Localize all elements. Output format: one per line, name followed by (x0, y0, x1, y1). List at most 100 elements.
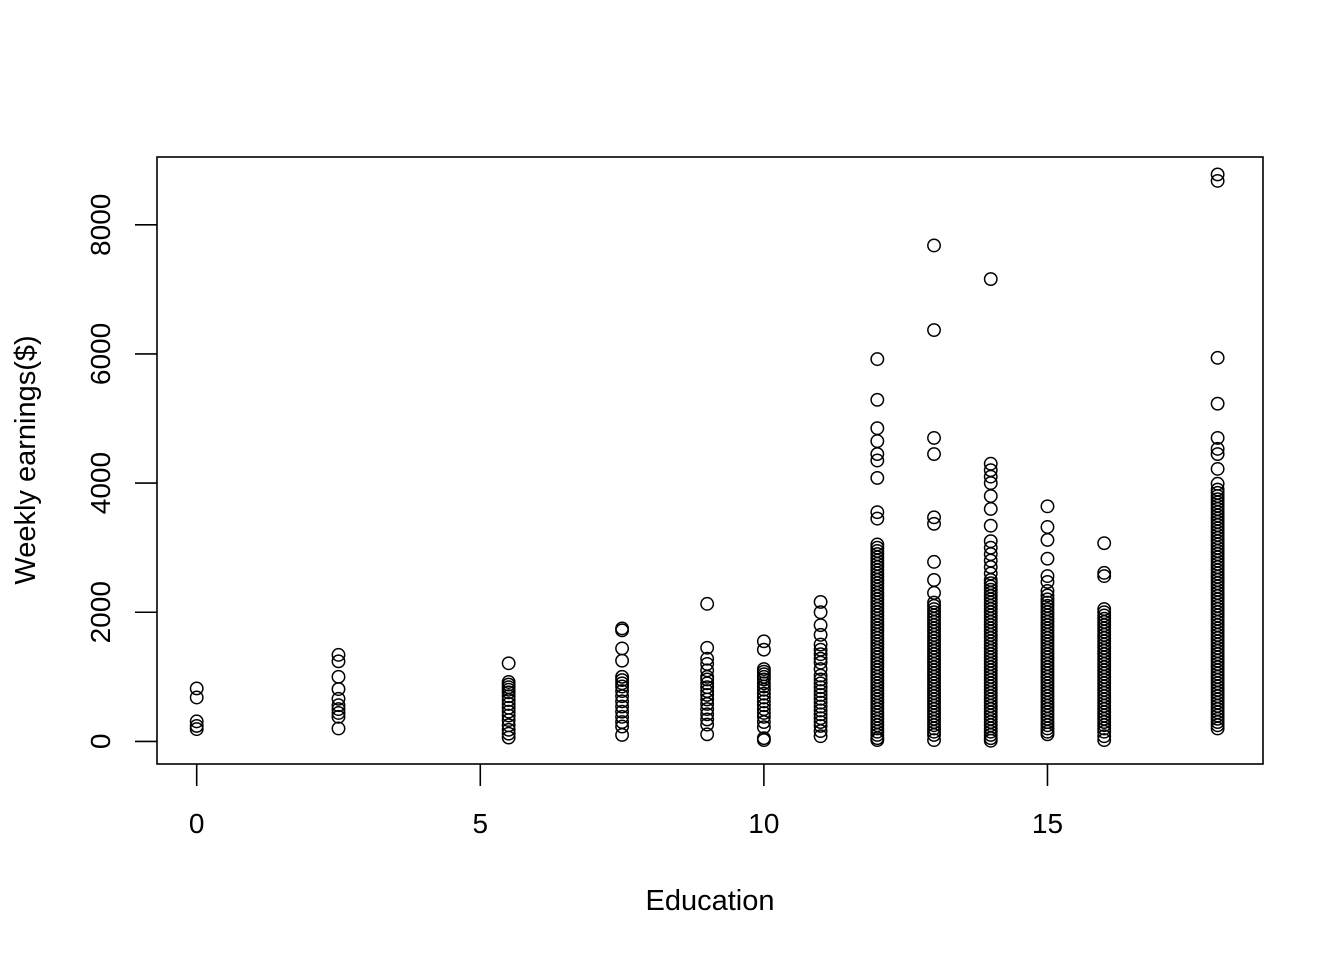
data-point (501, 722, 516, 737)
data-point (501, 704, 516, 719)
data-point (927, 718, 941, 733)
data-point (615, 719, 630, 734)
data-point (615, 699, 630, 714)
data-point (1097, 724, 1112, 739)
y-tick-label: 0 (85, 734, 116, 750)
y-tick-label: 8000 (85, 194, 116, 256)
y-tick-label: 4000 (85, 452, 116, 514)
data-point (331, 647, 346, 662)
data-point (756, 634, 771, 649)
data-point (501, 708, 516, 723)
data-point (700, 702, 715, 717)
data-point (700, 640, 715, 655)
data-point (927, 573, 941, 587)
data-point (501, 689, 516, 704)
data-point (615, 653, 630, 668)
data-point (189, 722, 204, 737)
data-point (700, 717, 715, 732)
data-point (700, 707, 715, 722)
data-point (756, 733, 771, 748)
data-point (756, 672, 771, 687)
data-point (1040, 551, 1055, 566)
data-point (813, 724, 828, 739)
data-point (870, 721, 885, 736)
data-point (700, 596, 715, 611)
data-point (1210, 173, 1225, 188)
data-point (927, 554, 941, 569)
data-point (1097, 565, 1112, 580)
data-point (756, 686, 771, 701)
data-point (189, 714, 204, 729)
data-point (700, 727, 715, 742)
data-point (1210, 430, 1225, 445)
data-point (700, 672, 715, 687)
data-point (615, 694, 630, 709)
data-point (1097, 718, 1112, 733)
data-point (1097, 721, 1112, 736)
data-point (700, 687, 715, 702)
data-point (331, 669, 346, 684)
data-point (331, 702, 346, 717)
data-point (1097, 715, 1112, 729)
data-point (813, 651, 828, 666)
data-point (927, 238, 941, 253)
x-tick-label: 15 (1032, 808, 1063, 839)
data-point (1040, 588, 1055, 603)
data-point (331, 709, 346, 724)
x-tick-label: 10 (748, 808, 779, 839)
data-point (1210, 441, 1225, 456)
data-point (189, 690, 204, 705)
data-point (813, 691, 828, 706)
data-point (615, 679, 630, 694)
data-point (615, 641, 630, 656)
data-point (813, 715, 828, 729)
plot-frame (156, 156, 1264, 765)
data-point (189, 681, 204, 696)
data-point (927, 733, 941, 748)
data-points (189, 167, 1225, 748)
data-point (813, 662, 828, 677)
data-point (813, 699, 828, 714)
data-point (1210, 718, 1225, 733)
data-point (1210, 167, 1225, 182)
data-point (983, 501, 998, 516)
data-point (813, 703, 828, 718)
data-point (331, 721, 346, 736)
x-tick-label: 0 (189, 808, 205, 839)
data-point (813, 718, 828, 733)
data-point (927, 724, 941, 739)
data-point (700, 696, 715, 711)
data-point (813, 627, 828, 642)
data-point (1097, 729, 1112, 744)
data-point (1040, 718, 1055, 733)
data-point (813, 672, 828, 687)
data-point (927, 516, 941, 531)
data-point (1210, 350, 1225, 365)
data-point (983, 518, 998, 533)
data-point (1097, 569, 1112, 584)
data-point (615, 623, 630, 638)
data-point (1040, 583, 1055, 598)
data-point (1040, 532, 1055, 547)
data-point (756, 682, 771, 697)
data-point (1040, 727, 1055, 742)
data-point (927, 323, 941, 338)
data-point (501, 730, 516, 745)
data-point (1040, 574, 1055, 589)
data-point (501, 726, 516, 741)
data-point (756, 706, 771, 720)
data-point (756, 690, 771, 705)
data-point (700, 651, 715, 666)
data-point (331, 698, 346, 713)
data-point (983, 724, 998, 739)
data-point (813, 637, 828, 652)
data-point (870, 453, 885, 468)
data-point (1040, 520, 1055, 534)
data-point (331, 691, 346, 706)
data-point (615, 727, 630, 742)
data-point (927, 430, 941, 445)
data-point (501, 693, 516, 708)
data-point (501, 713, 516, 728)
data-point (1210, 461, 1225, 476)
data-point (1210, 396, 1225, 411)
